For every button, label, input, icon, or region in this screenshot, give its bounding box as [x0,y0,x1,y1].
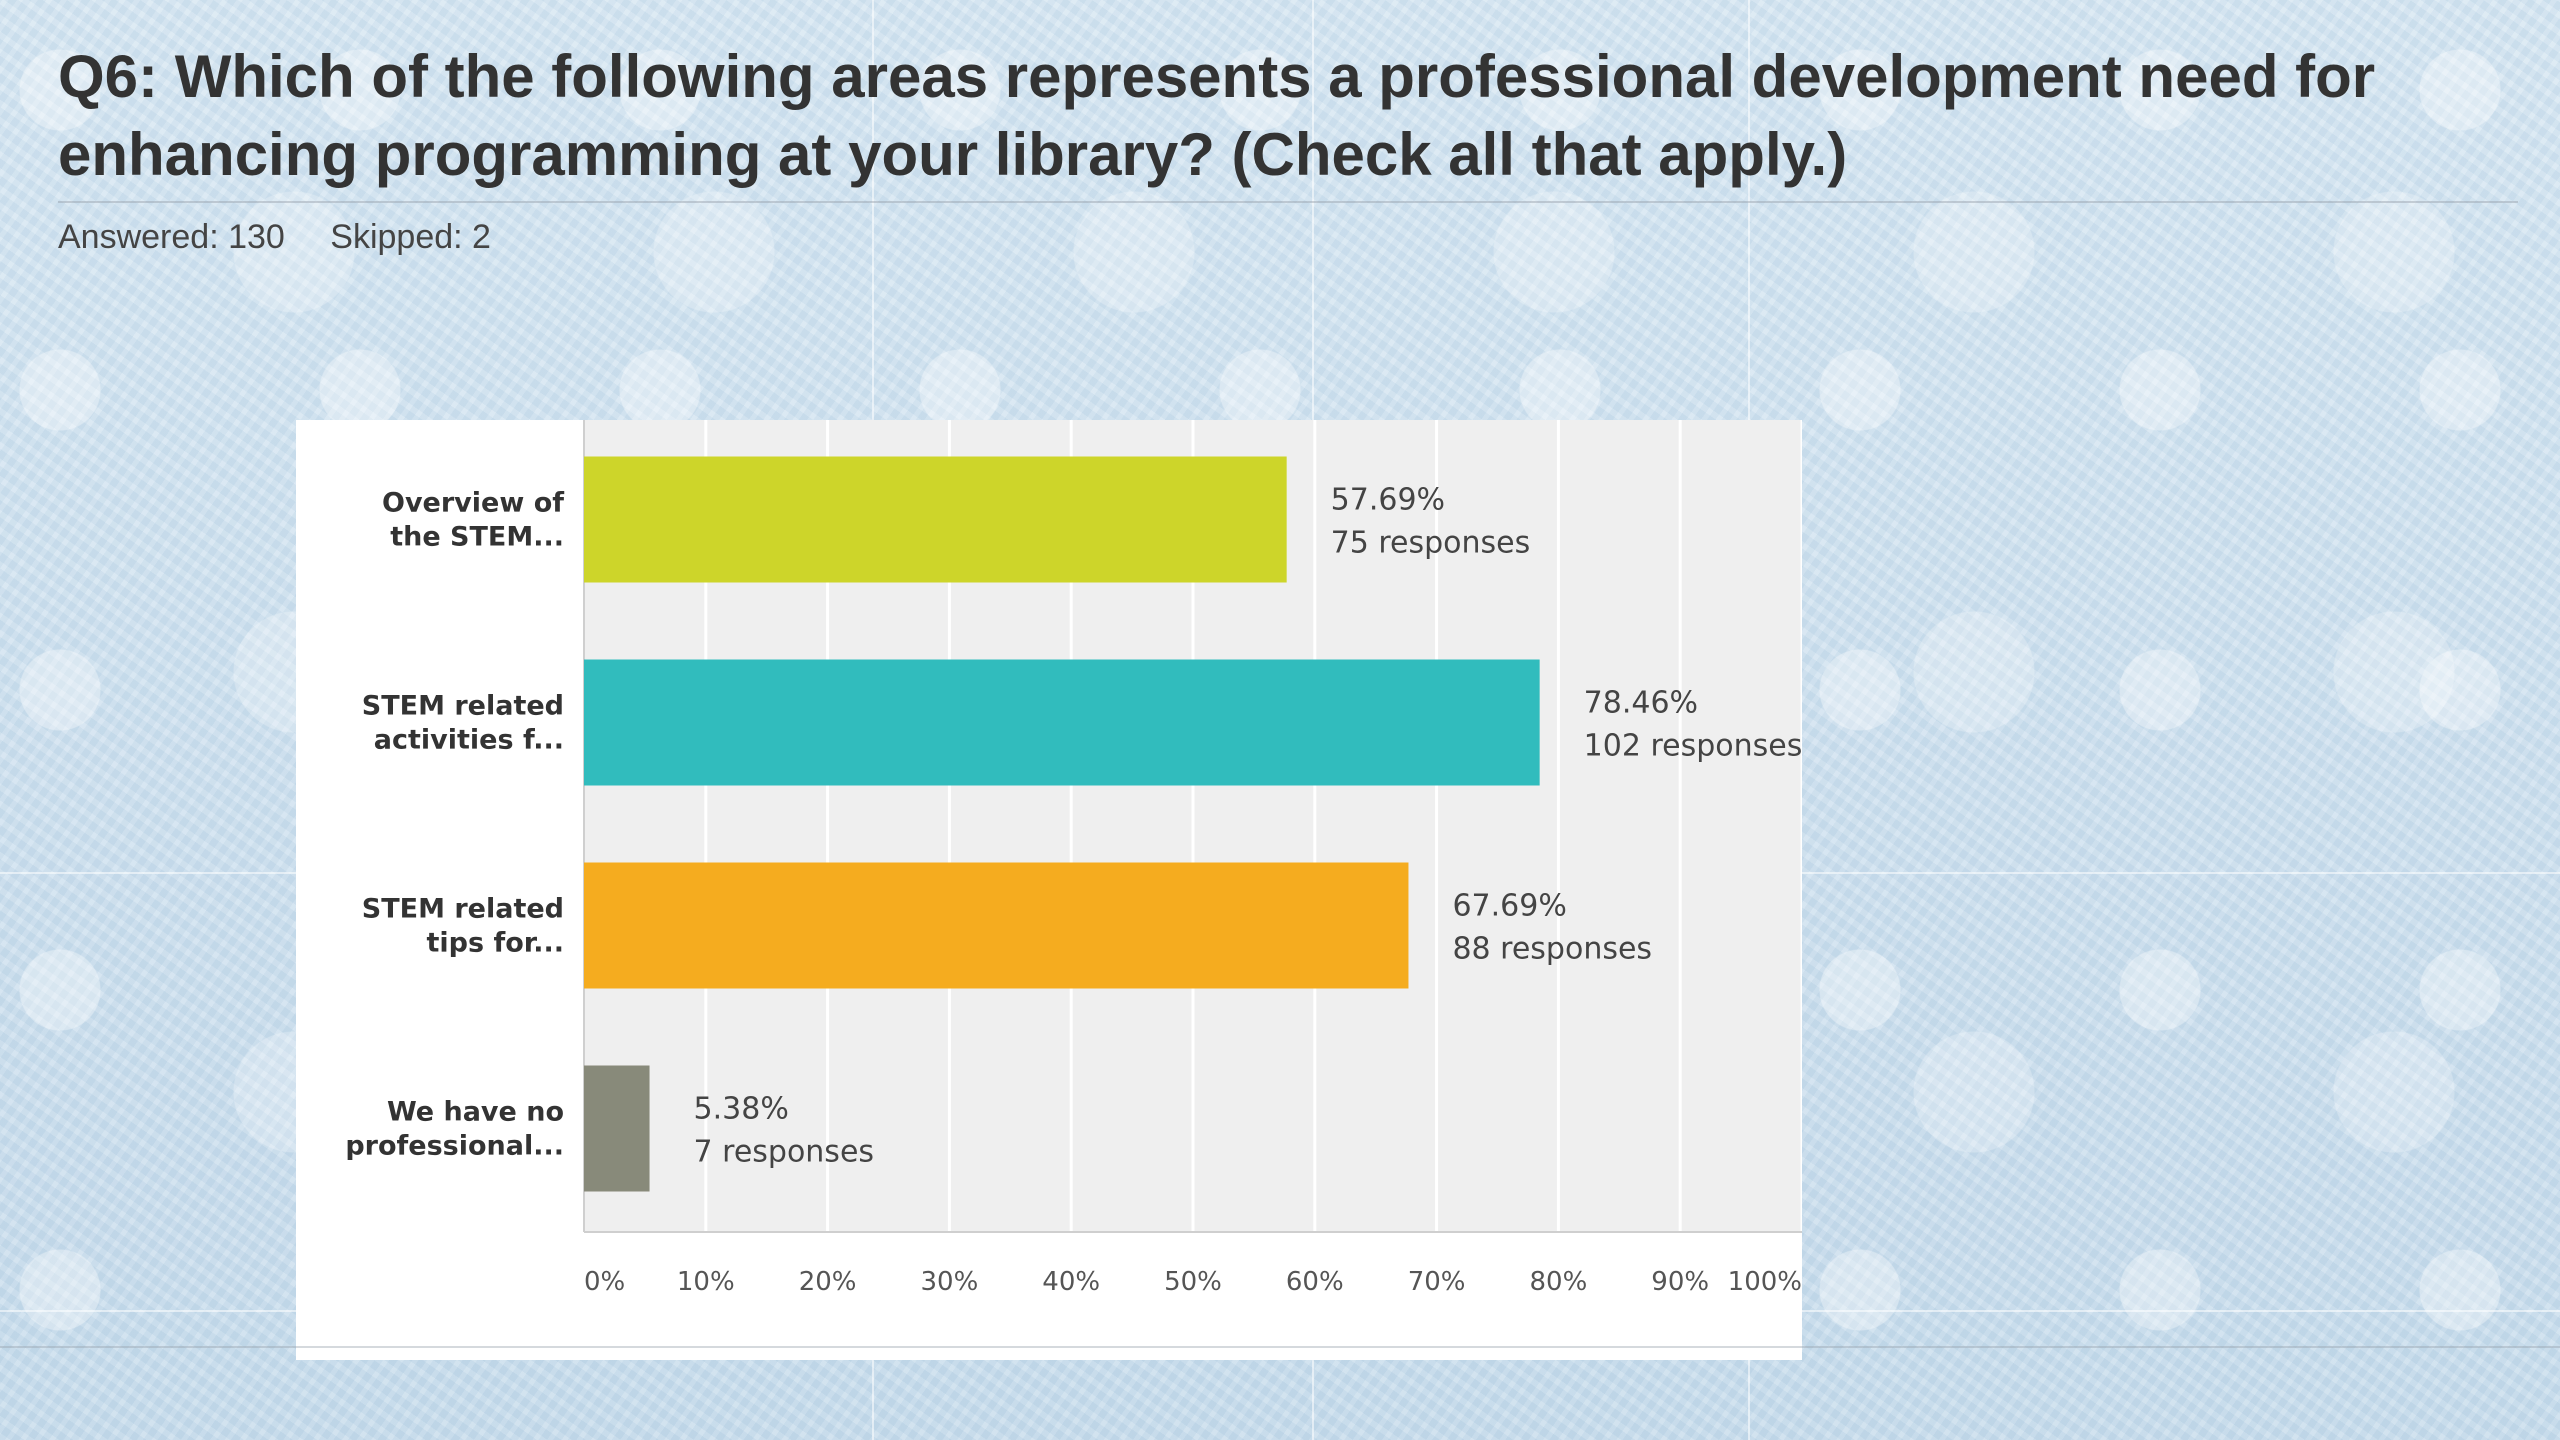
answered-count: Answered: 130 [58,218,285,256]
data-label-percent: 5.38% [694,1092,789,1127]
response-summary: Answered: 130 Skipped: 2 [58,218,527,257]
x-tick-label: 80% [1530,1267,1588,1297]
data-label-percent: 78.46% [1584,686,1698,721]
x-tick-label: 40% [1042,1267,1100,1297]
x-tick-label: 60% [1286,1267,1344,1297]
category-label: We have no professional... [345,1097,564,1162]
bar [584,1065,650,1192]
data-label-percent: 67.69% [1452,889,1566,924]
category-label: STEM related tips for... [362,894,564,959]
data-label-responses: 102 responses [1584,729,1802,764]
bar [584,862,1409,989]
data-label-responses: 75 responses [1331,526,1531,561]
x-tick-label: 90% [1651,1267,1709,1297]
bar [584,659,1540,786]
x-tick-label: 20% [799,1267,857,1297]
data-label-percent: 57.69% [1331,483,1445,518]
x-tick-label: 50% [1164,1267,1222,1297]
x-tick-label: 30% [921,1267,979,1297]
x-tick-label: 70% [1408,1267,1466,1297]
x-tick-label: 0% [584,1267,625,1297]
data-label-responses: 88 responses [1452,932,1652,967]
category-label: STEM related activities f... [362,691,564,756]
title-divider [58,201,2518,203]
question-title: Q6: Which of the following areas represe… [58,43,2376,188]
bar [584,456,1287,583]
x-tick-label: 10% [677,1267,735,1297]
data-label-responses: 7 responses [694,1135,875,1170]
footer-divider [0,1346,2560,1348]
category-label: Overview of the STEM... [382,488,564,553]
skipped-count: Skipped: 2 [330,218,491,256]
bar-chart: 0% 10% 20% 30% 40% 50% 60% 70% 80% 90% 100% Overvie… [345,420,1802,1297]
chart-card: 0% 10% 20% 30% 40% 50% 60% 70% 80% 90% 100% Overvie… [296,420,1802,1360]
x-tick-label: 100% [1728,1267,1802,1297]
